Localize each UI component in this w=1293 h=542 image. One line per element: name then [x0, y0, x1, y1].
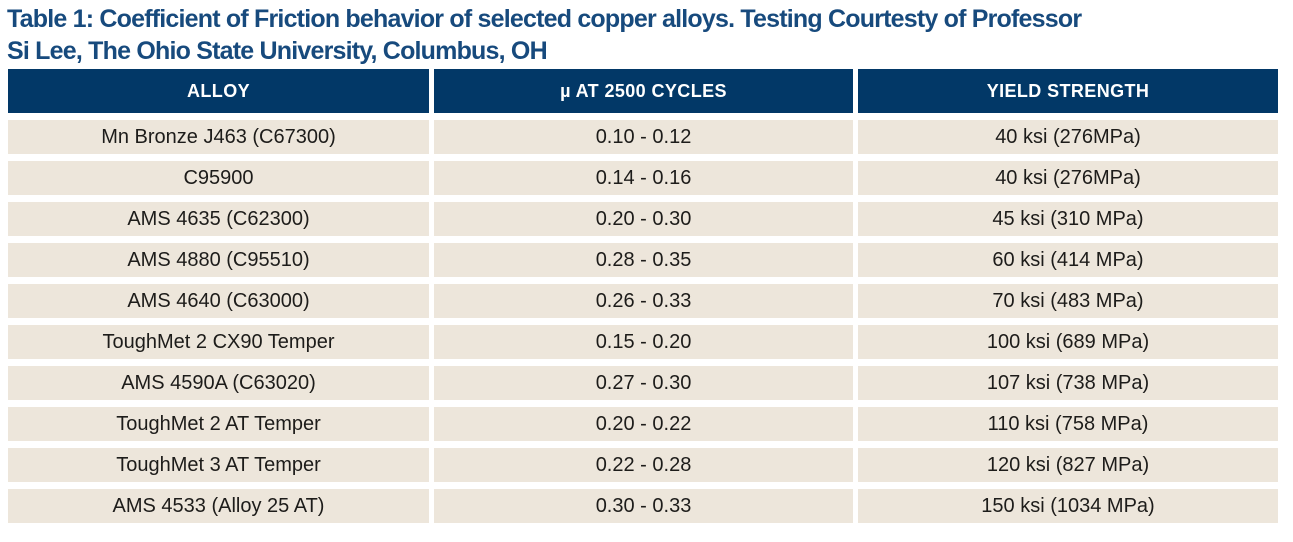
- cell-mu: 0.26 - 0.33: [434, 284, 853, 318]
- cell-mu: 0.20 - 0.30: [434, 202, 853, 236]
- cell-yield-strength: 100 ksi (689 MPa): [858, 325, 1278, 359]
- cell-alloy: Mn Bronze J463 (C67300): [8, 120, 429, 154]
- cell-mu: 0.10 - 0.12: [434, 120, 853, 154]
- cell-yield-strength: 107 ksi (738 MPa): [858, 366, 1278, 400]
- table-row: AMS 4590A (C63020) 0.27 - 0.30 107 ksi (…: [8, 366, 1278, 400]
- cell-mu: 0.20 - 0.22: [434, 407, 853, 441]
- cell-mu: 0.15 - 0.20: [434, 325, 853, 359]
- cell-alloy: AMS 4635 (C62300): [8, 202, 429, 236]
- table-row: C95900 0.14 - 0.16 40 ksi (276MPa): [8, 161, 1278, 195]
- cell-yield-strength: 150 ksi (1034 MPa): [858, 489, 1278, 523]
- friction-table: ALLOY µ AT 2500 CYCLES YIELD STRENGTH Mn…: [8, 69, 1278, 523]
- cell-yield-strength: 110 ksi (758 MPa): [858, 407, 1278, 441]
- cell-yield-strength: 60 ksi (414 MPa): [858, 243, 1278, 277]
- table-row: AMS 4880 (C95510) 0.28 - 0.35 60 ksi (41…: [8, 243, 1278, 277]
- cell-alloy: AMS 4640 (C63000): [8, 284, 429, 318]
- table-header-row: ALLOY µ AT 2500 CYCLES YIELD STRENGTH: [8, 69, 1278, 113]
- table-row: ToughMet 2 CX90 Temper 0.15 - 0.20 100 k…: [8, 325, 1278, 359]
- cell-alloy: ToughMet 2 CX90 Temper: [8, 325, 429, 359]
- table-row: AMS 4640 (C63000) 0.26 - 0.33 70 ksi (48…: [8, 284, 1278, 318]
- cell-yield-strength: 40 ksi (276MPa): [858, 120, 1278, 154]
- cell-alloy: ToughMet 3 AT Temper: [8, 448, 429, 482]
- table-row: AMS 4533 (Alloy 25 AT) 0.30 - 0.33 150 k…: [8, 489, 1278, 523]
- cell-yield-strength: 40 ksi (276MPa): [858, 161, 1278, 195]
- table-caption-line-1: Table 1: Coefficient of Friction behavio…: [7, 5, 1082, 33]
- cell-yield-strength: 120 ksi (827 MPa): [858, 448, 1278, 482]
- column-header-yield-strength: YIELD STRENGTH: [858, 69, 1278, 113]
- cell-mu: 0.28 - 0.35: [434, 243, 853, 277]
- cell-yield-strength: 70 ksi (483 MPa): [858, 284, 1278, 318]
- cell-mu: 0.30 - 0.33: [434, 489, 853, 523]
- cell-alloy: AMS 4533 (Alloy 25 AT): [8, 489, 429, 523]
- column-header-mu-at-2500-cycles: µ AT 2500 CYCLES: [434, 69, 853, 113]
- cell-mu: 0.27 - 0.30: [434, 366, 853, 400]
- table-row: ToughMet 2 AT Temper 0.20 - 0.22 110 ksi…: [8, 407, 1278, 441]
- column-header-alloy: ALLOY: [8, 69, 429, 113]
- table-row: ToughMet 3 AT Temper 0.22 - 0.28 120 ksi…: [8, 448, 1278, 482]
- cell-alloy: AMS 4590A (C63020): [8, 366, 429, 400]
- table-row: Mn Bronze J463 (C67300) 0.10 - 0.12 40 k…: [8, 120, 1278, 154]
- cell-alloy: ToughMet 2 AT Temper: [8, 407, 429, 441]
- table-caption-line-2: Si Lee, The Ohio State University, Colum…: [7, 37, 548, 65]
- cell-mu: 0.14 - 0.16: [434, 161, 853, 195]
- cell-mu: 0.22 - 0.28: [434, 448, 853, 482]
- table-caption: Table 1: Coefficient of Friction behavio…: [7, 3, 1082, 67]
- table-row: AMS 4635 (C62300) 0.20 - 0.30 45 ksi (31…: [8, 202, 1278, 236]
- cell-alloy: AMS 4880 (C95510): [8, 243, 429, 277]
- cell-yield-strength: 45 ksi (310 MPa): [858, 202, 1278, 236]
- cell-alloy: C95900: [8, 161, 429, 195]
